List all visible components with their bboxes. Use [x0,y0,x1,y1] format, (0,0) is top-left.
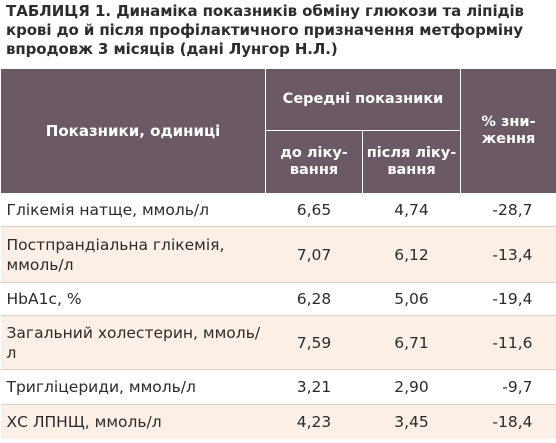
table-row: Тригліцериди, ммоль/л 3,21 2,90 -9,7 [0,369,556,405]
row-reduction: -19,4 [460,282,556,316]
table-row: Постпрандіальна глікемія, ммоль/л 7,07 6… [0,226,556,283]
header-indicator: Показники, одиниці [0,68,266,194]
row-before: 3,21 [265,369,363,405]
glucose-lipid-table: Показники, одиниці Середні показники % з… [0,68,556,439]
row-before: 7,59 [265,315,363,370]
header-before: до ліку-вання [265,130,363,194]
header-average: Середні показники [265,68,461,131]
table-row: HbA1c, % 6,28 5,06 -19,4 [0,282,556,316]
header-after: після ліку-вання [362,130,461,194]
row-reduction: -9,7 [460,369,556,405]
row-name: HbA1c, % [0,282,266,316]
row-after: 5,06 [362,282,461,316]
row-name: ХС ЛПНЩ, ммоль/л [0,404,266,439]
row-before: 6,65 [265,193,363,227]
table-body: Глікемія натще, ммоль/л 6,65 4,74 -28,7 … [0,193,556,439]
header-reduction: % зни-ження [460,68,556,194]
table-caption-text: Динаміка показників обміну глюкози та лі… [6,2,524,58]
row-before: 7,07 [265,226,363,283]
table-row: ХС ЛПНЩ, ммоль/л 4,23 3,45 -18,4 [0,404,556,439]
row-after: 6,12 [362,226,461,283]
table-caption: ТАБЛИЦЯ 1. Динаміка показників обміну гл… [0,0,556,68]
row-name: Тригліцериди, ммоль/л [0,369,266,405]
row-after: 2,90 [362,369,461,405]
row-name: Загальний холестерин, ммоль/л [0,315,266,370]
row-reduction: -18,4 [460,404,556,439]
row-after: 6,71 [362,315,461,370]
table-caption-lead: ТАБЛИЦЯ 1. [6,2,112,20]
table-row: Загальний холестерин, ммоль/л 7,59 6,71 … [0,315,556,370]
row-after: 4,74 [362,193,461,227]
row-before: 6,28 [265,282,363,316]
row-reduction: -28,7 [460,193,556,227]
row-reduction: -13,4 [460,226,556,283]
row-after: 3,45 [362,404,461,439]
table-header: Показники, одиниці Середні показники % з… [0,68,556,194]
row-name: Постпрандіальна глікемія, ммоль/л [0,226,266,283]
row-reduction: -11,6 [460,315,556,370]
row-name: Глікемія натще, ммоль/л [0,193,266,227]
table-row: Глікемія натще, ммоль/л 6,65 4,74 -28,7 [0,193,556,227]
row-before: 4,23 [265,404,363,439]
